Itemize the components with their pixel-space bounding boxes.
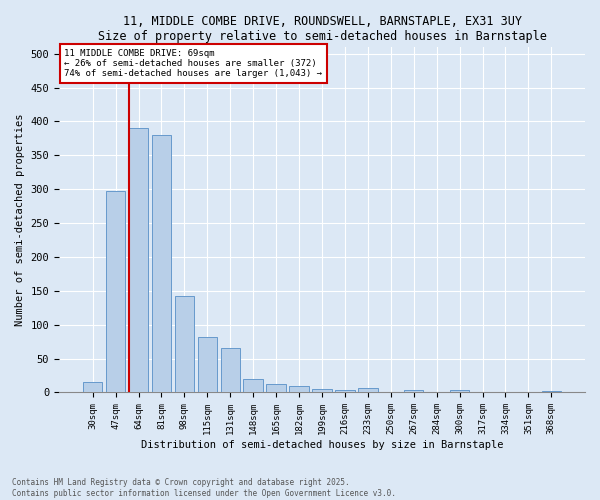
Text: 11 MIDDLE COMBE DRIVE: 69sqm
← 26% of semi-detached houses are smaller (372)
74%: 11 MIDDLE COMBE DRIVE: 69sqm ← 26% of se… — [64, 48, 322, 78]
X-axis label: Distribution of semi-detached houses by size in Barnstaple: Distribution of semi-detached houses by … — [141, 440, 503, 450]
Text: Contains HM Land Registry data © Crown copyright and database right 2025.
Contai: Contains HM Land Registry data © Crown c… — [12, 478, 396, 498]
Y-axis label: Number of semi-detached properties: Number of semi-detached properties — [15, 114, 25, 326]
Bar — [221, 348, 240, 393]
Bar — [450, 390, 469, 392]
Title: 11, MIDDLE COMBE DRIVE, ROUNDSWELL, BARNSTAPLE, EX31 3UY
Size of property relati: 11, MIDDLE COMBE DRIVE, ROUNDSWELL, BARN… — [98, 15, 547, 43]
Bar — [312, 389, 332, 392]
Bar — [83, 382, 103, 392]
Bar — [266, 384, 286, 392]
Bar — [129, 128, 148, 392]
Bar — [542, 391, 561, 392]
Bar — [404, 390, 424, 392]
Bar — [175, 296, 194, 392]
Bar — [289, 386, 309, 392]
Bar — [358, 388, 377, 392]
Bar — [106, 192, 125, 392]
Bar — [335, 390, 355, 392]
Bar — [197, 337, 217, 392]
Bar — [244, 379, 263, 392]
Bar — [152, 135, 171, 392]
